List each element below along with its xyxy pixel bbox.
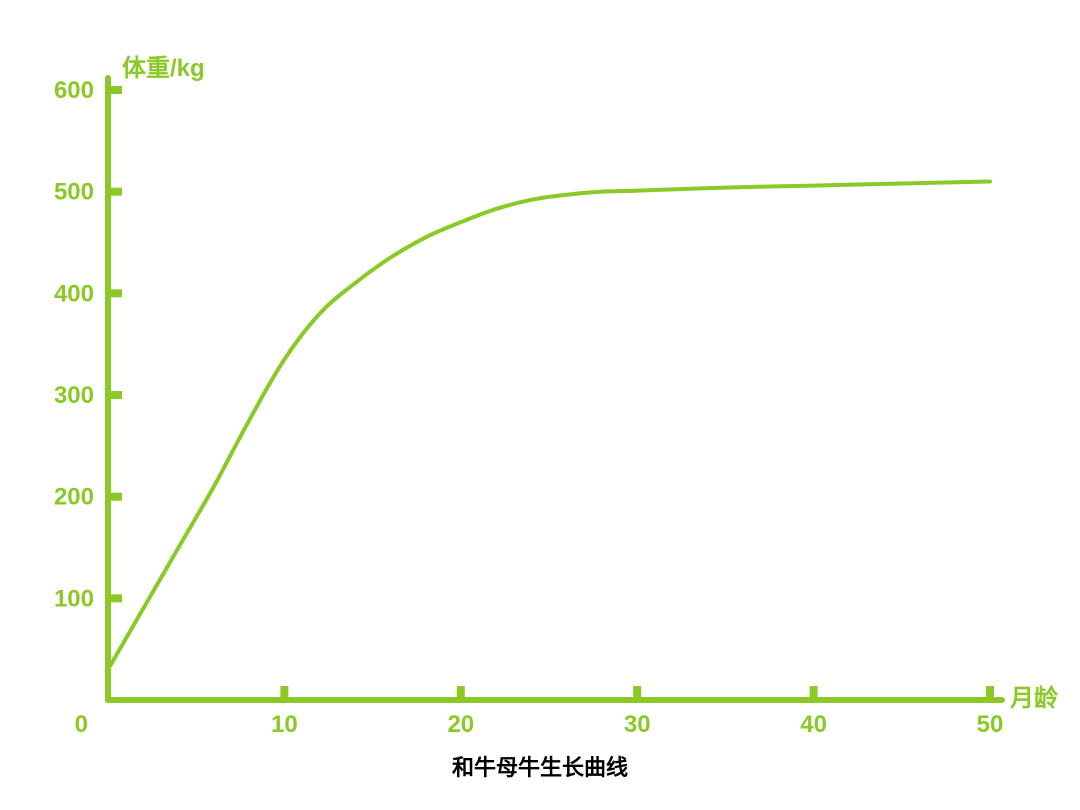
x-tick-label: 10 (271, 711, 298, 738)
x-tick-label: 40 (800, 711, 827, 738)
y-tick-label: 100 (54, 585, 94, 612)
x-tick-label: 50 (977, 711, 1004, 738)
y-tick-label: 500 (54, 179, 94, 206)
chart-svg: 10 20 30 40 50 100 200 300 400 500 600 0 体重/kg 月龄 (0, 0, 1080, 810)
y-tick-label: 600 (54, 77, 94, 104)
x-tick-label: 30 (624, 711, 651, 738)
chart-caption: 和牛母牛生长曲线 (0, 750, 1080, 782)
growth-curve-chart: 10 20 30 40 50 100 200 300 400 500 600 0 体重/kg 月龄 和牛母… (0, 0, 1080, 810)
x-axis-label: 月龄 (1009, 684, 1059, 712)
y-tick-label: 400 (54, 280, 94, 307)
y-tick-label: 200 (54, 484, 94, 511)
y-tick-label: 300 (54, 382, 94, 409)
origin-label: 0 (75, 711, 88, 738)
y-axis-label: 体重/kg (122, 55, 205, 82)
x-tick-label: 20 (447, 711, 474, 738)
